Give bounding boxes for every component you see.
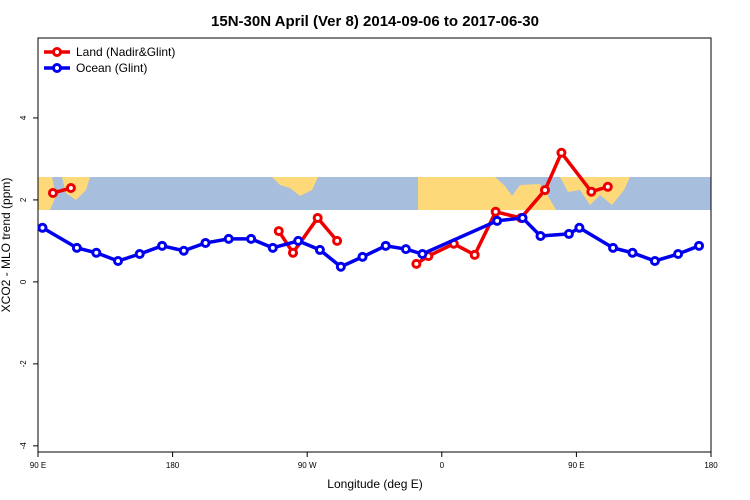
x-tick-label: 180 [166,461,180,470]
series-point [37,222,48,233]
series-point [517,212,528,223]
series-point [65,183,76,194]
x-tick-label: 90 E [568,461,584,470]
series-point [586,186,597,197]
x-tick-label: 90 W [298,461,317,470]
series-point [539,185,550,196]
x-axis-label: Longitude (deg E) [327,477,422,491]
series-point [490,206,501,217]
y-tick-label: 2 [19,197,28,202]
series-point [602,181,613,192]
series-point [71,242,82,253]
plot-frame [37,37,712,453]
series-point [200,237,211,248]
series-point [157,240,168,251]
y-axis-label: XCO2 - MLO trend (ppm) [0,178,13,313]
series-point [694,240,705,251]
series-point [673,249,684,260]
series-point [400,244,411,255]
series-point [417,249,428,260]
series-point [314,244,325,255]
legend-label: Ocean (Glint) [76,61,147,75]
series-point [411,258,422,269]
legend-marker [52,47,62,57]
y-tick-label: -2 [19,360,28,368]
series-point [91,247,102,258]
series-point [469,249,480,260]
land-patch [62,177,90,200]
series-point [357,251,368,262]
series-point [608,242,619,253]
series-point [47,187,58,198]
series-point [246,233,257,244]
series-point [563,228,574,239]
series-point [267,242,278,253]
series-point [380,240,391,251]
x-tick-label: 90 E [30,461,46,470]
land-patch [38,177,56,210]
series-point [627,247,638,258]
y-tick-label: -4 [19,442,28,450]
series-point [223,233,234,244]
series-point [287,247,298,258]
map-strip [38,177,711,210]
y-tick-label: 4 [19,115,28,120]
series-point [134,249,145,260]
series-line [415,151,609,266]
series-point [273,226,284,237]
legend-label: Land (Nadir&Glint) [76,45,175,59]
series-point [312,212,323,223]
chart-title: 15N-30N April (Ver 8) 2014-09-06 to 2017… [211,13,539,30]
legend-marker [52,63,62,73]
series-point [492,215,503,226]
series-line [277,216,339,255]
series-point [649,255,660,266]
series-point [335,261,346,272]
series-point [178,245,189,256]
series-point [574,222,585,233]
land-patch [272,177,318,196]
y-tick-label: 0 [19,279,28,284]
x-tick-label: 0 [440,461,445,470]
series-line [41,216,700,269]
series-point [113,255,124,266]
series-point [535,230,546,241]
series-point [556,147,567,158]
series-point [332,235,343,246]
x-tick-label: 180 [704,461,718,470]
series-point [293,235,304,246]
land-patch [418,177,556,210]
